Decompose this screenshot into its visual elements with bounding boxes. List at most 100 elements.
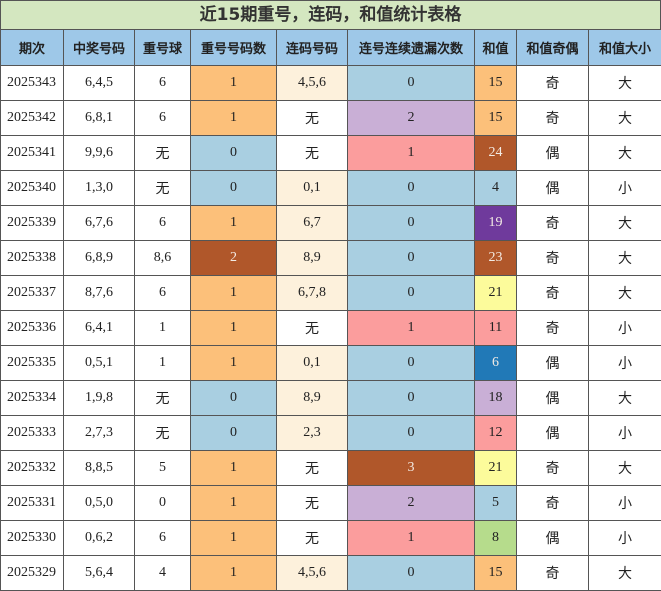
cell-sum: 18 bbox=[475, 381, 517, 416]
cell-numbers: 9,9,6 bbox=[64, 136, 135, 171]
cell-size: 小 bbox=[589, 311, 661, 346]
cell-repeat: 4 bbox=[135, 556, 191, 591]
cell-consec-miss: 0 bbox=[348, 276, 475, 311]
cell-repeat: 6 bbox=[135, 206, 191, 241]
header-parity: 和值奇偶 bbox=[517, 30, 589, 66]
cell-consecutive: 8,9 bbox=[277, 381, 348, 416]
cell-sum: 11 bbox=[475, 311, 517, 346]
cell-consecutive: 无 bbox=[277, 311, 348, 346]
cell-consecutive: 4,5,6 bbox=[277, 556, 348, 591]
cell-repeat-count: 0 bbox=[191, 381, 277, 416]
cell-repeat: 6 bbox=[135, 66, 191, 101]
cell-consec-miss: 0 bbox=[348, 416, 475, 451]
cell-consec-miss: 1 bbox=[348, 521, 475, 556]
cell-repeat: 6 bbox=[135, 101, 191, 136]
cell-parity: 奇 bbox=[517, 451, 589, 486]
cell-issue: 2025337 bbox=[1, 276, 64, 311]
cell-issue: 2025339 bbox=[1, 206, 64, 241]
cell-sum: 19 bbox=[475, 206, 517, 241]
cell-repeat-count: 0 bbox=[191, 136, 277, 171]
cell-size: 大 bbox=[589, 556, 661, 591]
cell-sum: 15 bbox=[475, 556, 517, 591]
cell-size: 小 bbox=[589, 416, 661, 451]
header-sum: 和值 bbox=[475, 30, 517, 66]
cell-issue: 2025341 bbox=[1, 136, 64, 171]
cell-repeat: 1 bbox=[135, 311, 191, 346]
cell-size: 小 bbox=[589, 521, 661, 556]
cell-sum: 8 bbox=[475, 521, 517, 556]
cell-parity: 偶 bbox=[517, 346, 589, 381]
cell-sum: 4 bbox=[475, 171, 517, 206]
cell-sum: 23 bbox=[475, 241, 517, 276]
cell-consec-miss: 1 bbox=[348, 311, 475, 346]
cell-repeat: 无 bbox=[135, 381, 191, 416]
cell-size: 大 bbox=[589, 381, 661, 416]
header-row: 期次 中奖号码 重号球 重号号码数 连码号码 连号连续遗漏次数 和值 和值奇偶 … bbox=[1, 30, 661, 66]
cell-consec-miss: 2 bbox=[348, 486, 475, 521]
cell-repeat: 6 bbox=[135, 521, 191, 556]
cell-consec-miss: 0 bbox=[348, 66, 475, 101]
cell-parity: 偶 bbox=[517, 416, 589, 451]
header-consecutive: 连码号码 bbox=[277, 30, 348, 66]
cell-consec-miss: 0 bbox=[348, 556, 475, 591]
cell-numbers: 6,7,6 bbox=[64, 206, 135, 241]
cell-repeat: 0 bbox=[135, 486, 191, 521]
cell-repeat: 1 bbox=[135, 346, 191, 381]
cell-issue: 2025330 bbox=[1, 521, 64, 556]
cell-consecutive: 4,5,6 bbox=[277, 66, 348, 101]
cell-numbers: 8,8,5 bbox=[64, 451, 135, 486]
cell-size: 小 bbox=[589, 346, 661, 381]
cell-consec-miss: 0 bbox=[348, 241, 475, 276]
cell-repeat: 无 bbox=[135, 171, 191, 206]
cell-consec-miss: 0 bbox=[348, 381, 475, 416]
cell-consec-miss: 0 bbox=[348, 206, 475, 241]
cell-size: 大 bbox=[589, 451, 661, 486]
cell-repeat-count: 1 bbox=[191, 101, 277, 136]
cell-repeat-count: 2 bbox=[191, 241, 277, 276]
cell-size: 大 bbox=[589, 101, 661, 136]
cell-repeat-count: 1 bbox=[191, 521, 277, 556]
cell-issue: 2025343 bbox=[1, 66, 64, 101]
cell-parity: 奇 bbox=[517, 556, 589, 591]
cell-size: 大 bbox=[589, 66, 661, 101]
header-numbers: 中奖号码 bbox=[64, 30, 135, 66]
stats-table: 期次 中奖号码 重号球 重号号码数 连码号码 连号连续遗漏次数 和值 和值奇偶 … bbox=[0, 29, 661, 591]
cell-numbers: 6,4,5 bbox=[64, 66, 135, 101]
cell-size: 大 bbox=[589, 241, 661, 276]
cell-sum: 21 bbox=[475, 276, 517, 311]
cell-sum: 21 bbox=[475, 451, 517, 486]
cell-consec-miss: 2 bbox=[348, 101, 475, 136]
cell-sum: 6 bbox=[475, 346, 517, 381]
cell-parity: 奇 bbox=[517, 66, 589, 101]
cell-numbers: 0,5,1 bbox=[64, 346, 135, 381]
cell-consecutive: 无 bbox=[277, 486, 348, 521]
cell-consecutive: 8,9 bbox=[277, 241, 348, 276]
cell-repeat-count: 0 bbox=[191, 416, 277, 451]
table-title: 近15期重号，连码，和值统计表格 bbox=[0, 0, 661, 30]
cell-parity: 奇 bbox=[517, 241, 589, 276]
cell-consecutive: 无 bbox=[277, 136, 348, 171]
cell-repeat-count: 1 bbox=[191, 346, 277, 381]
cell-size: 小 bbox=[589, 171, 661, 206]
cell-repeat: 5 bbox=[135, 451, 191, 486]
cell-consec-miss: 3 bbox=[348, 451, 475, 486]
cell-repeat-count: 1 bbox=[191, 451, 277, 486]
cell-issue: 2025338 bbox=[1, 241, 64, 276]
cell-repeat-count: 1 bbox=[191, 276, 277, 311]
cell-consec-miss: 1 bbox=[348, 136, 475, 171]
cell-numbers: 6,8,1 bbox=[64, 101, 135, 136]
cell-consec-miss: 0 bbox=[348, 171, 475, 206]
cell-parity: 偶 bbox=[517, 521, 589, 556]
